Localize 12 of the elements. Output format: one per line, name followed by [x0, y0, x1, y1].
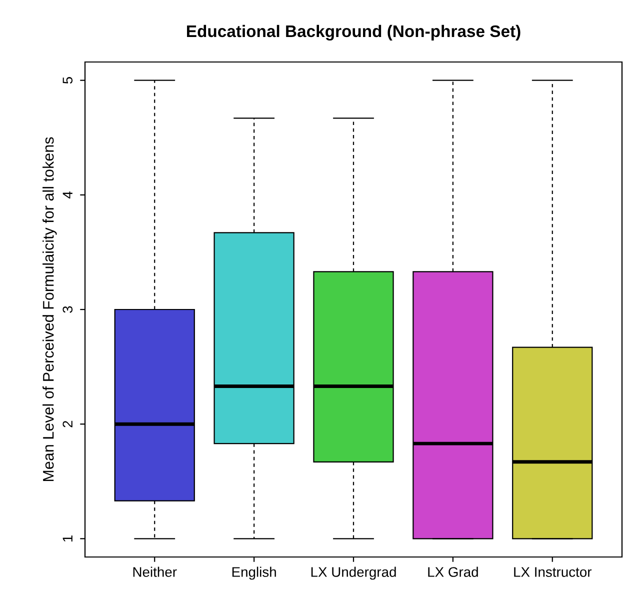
y-axis-title: Mean Level of Perceived Formulaicity for all tokens	[42, 137, 57, 482]
x-tick-label: LX Instructor	[514, 567, 592, 577]
x-tick-label: English	[232, 566, 276, 580]
y-tick-label: 2	[62, 420, 72, 428]
x-tick-label: Neither	[133, 566, 177, 577]
y-tick-label: 4	[62, 191, 72, 198]
x-tick-label: LX Undergrad	[311, 566, 396, 580]
y-tick-label: 1	[62, 535, 72, 542]
y-tick-label: 3	[62, 306, 73, 313]
y-tick-label: 5	[62, 77, 73, 84]
x-tick-label: LX Grad	[428, 566, 478, 577]
chart-title: Educational Background (Non-phrase Set)	[187, 24, 520, 41]
